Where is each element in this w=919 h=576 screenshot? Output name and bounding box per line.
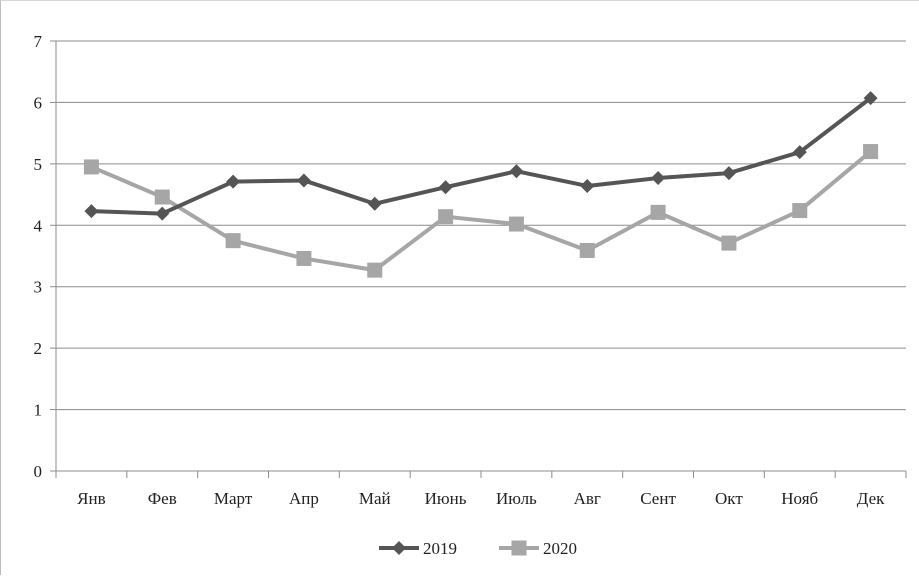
legend-entry: 2019 [379, 539, 457, 558]
data-point [721, 166, 736, 181]
x-tick-label: Сент [640, 489, 676, 508]
y-tick-label: 7 [34, 32, 43, 51]
y-tick-label: 0 [34, 462, 43, 481]
data-point [226, 174, 241, 189]
x-tick-label: Июнь [425, 489, 467, 508]
legend-label: 2019 [423, 539, 457, 558]
x-tick-label: Март [214, 489, 253, 508]
y-tick-label: 4 [34, 216, 43, 235]
series-2020 [83, 144, 879, 278]
x-tick-label: Апр [289, 489, 319, 508]
x-tick-label: Дек [857, 489, 885, 508]
data-point [296, 173, 311, 188]
gridlines [56, 40, 906, 411]
series-group [83, 91, 879, 278]
x-tick-label: Июль [496, 489, 537, 508]
data-point [792, 203, 808, 219]
data-point [438, 209, 454, 225]
legend: 2019 2020 [379, 539, 577, 558]
series-line [91, 96, 872, 216]
data-point [367, 262, 383, 278]
data-point [863, 91, 878, 106]
x-tick-label: Май [359, 489, 391, 508]
y-tick-label: 6 [34, 93, 43, 112]
x-tick-label: Авг [574, 489, 601, 508]
series-line [90, 150, 872, 273]
data-point [438, 180, 453, 195]
data-point [579, 242, 595, 258]
data-point [84, 204, 99, 219]
y-tick-label: 1 [34, 401, 43, 420]
x-tick-label: Фев [148, 489, 177, 508]
x-tick-label: Нояб [781, 489, 818, 508]
data-point [721, 235, 737, 251]
data-point [225, 233, 241, 249]
data-point [83, 159, 99, 175]
data-point [651, 170, 666, 185]
y-tick-label: 2 [34, 339, 43, 358]
series-2019 [84, 91, 878, 221]
legend-entry: 2020 [499, 539, 577, 558]
data-point [296, 250, 312, 266]
data-point [509, 164, 524, 179]
x-tick-label: Окт [715, 489, 743, 508]
y-tick-label: 3 [34, 278, 43, 297]
data-point [792, 145, 807, 160]
y-tick-label: 5 [34, 155, 43, 174]
data-point [155, 206, 170, 221]
x-tick-label: Янв [77, 489, 105, 508]
axes: 0 1 2 3 4 5 6 7 Янв Фев Март Апр Май Июнь Июль Авг Сент О… [34, 32, 907, 508]
data-point [508, 216, 524, 232]
data-point [154, 189, 170, 205]
data-point [580, 178, 595, 193]
legend-label: 2020 [543, 539, 577, 558]
data-point [367, 196, 382, 211]
data-point [650, 204, 666, 220]
legend-marker [392, 541, 406, 555]
data-point [863, 144, 879, 160]
legend-marker [511, 540, 527, 556]
